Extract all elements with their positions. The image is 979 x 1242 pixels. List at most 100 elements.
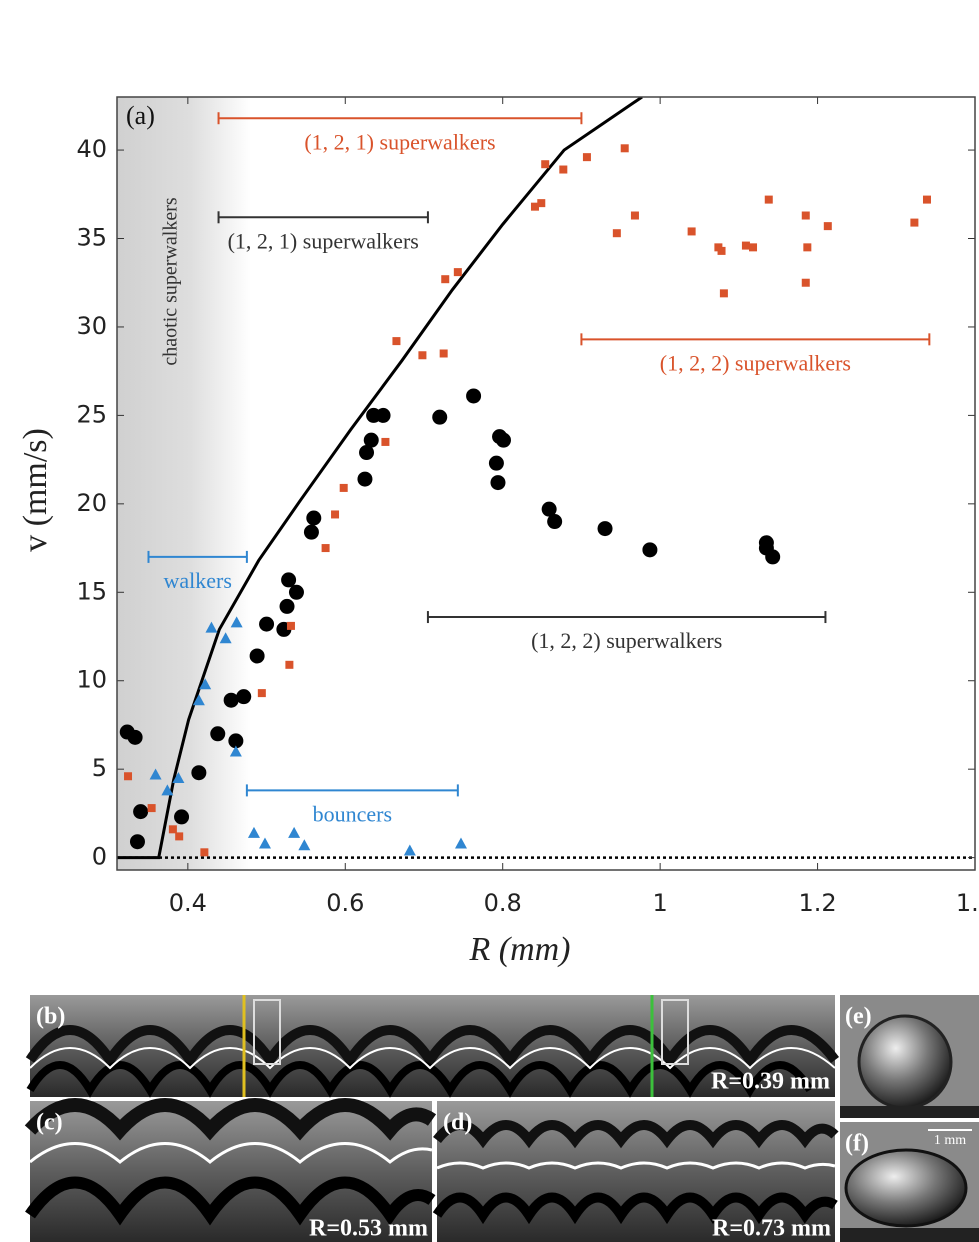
point xyxy=(823,222,832,231)
point xyxy=(230,616,243,628)
point xyxy=(306,510,322,526)
point xyxy=(199,678,212,690)
point xyxy=(612,229,621,238)
marker-box xyxy=(661,999,689,1065)
point xyxy=(441,275,450,284)
panel-caption: R=0.53 mm xyxy=(309,1216,428,1242)
panel-label: (f) xyxy=(845,1131,869,1157)
y-tick-label: 40 xyxy=(76,135,107,163)
point xyxy=(403,844,416,856)
point xyxy=(285,660,294,669)
y-tick-label: 20 xyxy=(76,489,107,517)
point xyxy=(466,388,482,404)
point xyxy=(363,432,379,448)
point xyxy=(687,227,696,236)
point xyxy=(642,542,658,558)
y-axis-label: v (mm/s) xyxy=(17,428,54,552)
point xyxy=(205,621,218,633)
x-tick-label: 0.8 xyxy=(484,889,522,917)
panel-label: (d) xyxy=(443,1110,472,1136)
shaded-region xyxy=(117,97,251,870)
point xyxy=(339,483,348,492)
image-panels: (b) R=0.39 mm (c) R=0.53 mm (d) R=0.73 m… xyxy=(24,995,979,1242)
point xyxy=(801,211,810,220)
panel-label: (e) xyxy=(845,1004,872,1030)
annotation: (1, 2, 2) superwalkers xyxy=(580,333,931,375)
annotation-text: (1, 2, 2) superwalkers xyxy=(531,628,722,653)
x-tick-label: 1 xyxy=(652,889,667,917)
point xyxy=(228,733,244,749)
point xyxy=(281,572,297,588)
annotation: (1, 2, 1) superwalkers xyxy=(217,112,583,154)
panel-caption: R=0.73 mm xyxy=(712,1216,831,1242)
point xyxy=(303,524,319,540)
theory-curve xyxy=(117,97,643,860)
point xyxy=(200,848,209,857)
annotation-text: (1, 2, 1) superwalkers xyxy=(228,228,419,253)
point xyxy=(719,289,728,298)
point xyxy=(249,648,265,664)
point xyxy=(149,768,162,780)
wave xyxy=(25,1025,839,1070)
y-tick-label: 15 xyxy=(76,577,107,605)
point xyxy=(418,351,427,360)
wave xyxy=(25,1176,436,1226)
point xyxy=(375,407,391,423)
y-tick-label: 25 xyxy=(76,400,107,428)
drop xyxy=(844,1148,968,1228)
point xyxy=(765,549,781,565)
annotation-text: (1, 2, 1) superwalkers xyxy=(304,129,495,154)
bath xyxy=(840,1106,979,1118)
point xyxy=(910,218,919,227)
point xyxy=(495,432,511,448)
x-tick-label: 0.6 xyxy=(326,889,364,917)
point xyxy=(764,195,773,204)
point xyxy=(298,839,311,851)
annotation: walkers xyxy=(147,550,248,593)
panel-label: (a) xyxy=(126,101,155,130)
x-tick-label: 1.4 xyxy=(956,889,979,917)
wave xyxy=(432,1192,838,1225)
point xyxy=(191,765,207,781)
annotation-text: bouncers xyxy=(313,801,392,826)
point xyxy=(359,445,375,461)
point xyxy=(620,144,629,153)
point xyxy=(168,825,177,834)
y-tick-label: 10 xyxy=(76,666,107,694)
wave xyxy=(26,1061,814,1098)
annotation: (1, 2, 2) superwalkers xyxy=(426,611,827,653)
point xyxy=(127,729,143,745)
point xyxy=(488,455,504,471)
panel-label: (b) xyxy=(36,1004,65,1030)
point xyxy=(174,809,190,825)
point xyxy=(559,165,568,174)
point xyxy=(537,199,546,208)
wave xyxy=(433,1120,839,1149)
point xyxy=(331,510,340,519)
x-tick-label: 1.2 xyxy=(798,889,836,917)
point xyxy=(229,745,242,757)
point xyxy=(192,694,205,706)
point xyxy=(432,409,448,425)
point xyxy=(357,471,373,487)
trajectory xyxy=(436,1161,836,1170)
panel-caption: R=0.39 mm xyxy=(711,1069,830,1095)
point xyxy=(321,544,330,553)
plot: chaotic superwalkers 0.4 0.6 0.8 1 1.2 1.4 0 5 10… xyxy=(76,96,979,917)
point xyxy=(257,689,266,698)
point xyxy=(439,349,448,358)
point xyxy=(124,772,133,781)
point xyxy=(530,202,539,211)
x-tick-label: 0.4 xyxy=(169,889,207,917)
point xyxy=(161,784,174,796)
point xyxy=(453,268,462,277)
y-tick-label: 0 xyxy=(92,843,107,871)
point xyxy=(286,621,295,630)
point xyxy=(219,632,232,644)
point xyxy=(175,832,184,841)
point xyxy=(133,804,149,820)
point xyxy=(922,195,931,204)
annotation-text: walkers xyxy=(163,568,231,593)
point xyxy=(258,837,271,849)
